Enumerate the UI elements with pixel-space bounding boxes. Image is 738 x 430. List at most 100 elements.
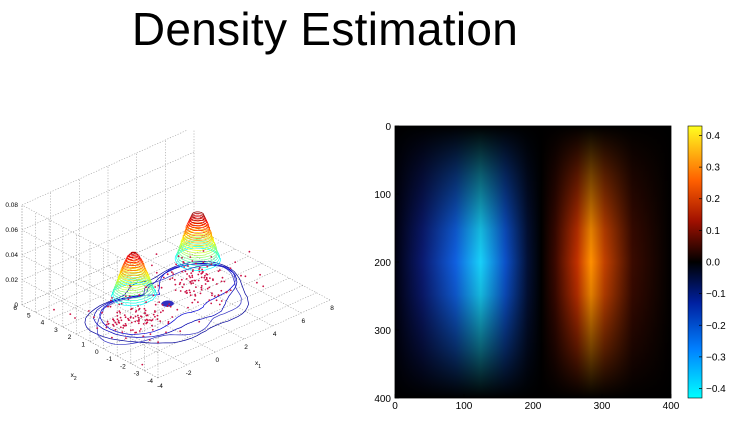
sample-point bbox=[191, 279, 194, 282]
sample-point bbox=[175, 263, 178, 266]
sample-point bbox=[146, 321, 149, 324]
sample-point bbox=[139, 328, 142, 330]
contour-line bbox=[122, 259, 145, 272]
sample-point bbox=[179, 281, 182, 284]
sample-point bbox=[142, 323, 145, 325]
sample-point bbox=[189, 291, 192, 294]
sample-point bbox=[205, 273, 208, 275]
sample-point bbox=[194, 279, 197, 282]
contour-line bbox=[123, 258, 144, 269]
sample-point bbox=[181, 286, 184, 289]
surface-points bbox=[53, 250, 265, 366]
back-wall-gridline bbox=[21, 151, 195, 231]
surface-contours bbox=[84, 211, 249, 346]
y-tick-label: 200 bbox=[374, 258, 391, 269]
heatmap-image bbox=[394, 125, 672, 399]
sample-point bbox=[111, 297, 113, 299]
x-tick-label: 6 bbox=[302, 318, 306, 325]
sample-point bbox=[138, 318, 140, 321]
sample-point bbox=[205, 276, 208, 279]
x-tick-label: 0 bbox=[392, 401, 398, 412]
sample-point bbox=[187, 306, 189, 309]
x-tick-label: -2 bbox=[186, 370, 192, 377]
sample-point bbox=[159, 311, 162, 314]
y-tick-label: -2 bbox=[120, 363, 126, 370]
heatmap-vertical-fade bbox=[395, 126, 671, 398]
sample-point bbox=[138, 257, 141, 260]
x-tick-label: 2 bbox=[244, 344, 248, 351]
y-tick-label: 3 bbox=[54, 327, 58, 334]
x-tick-label: 100 bbox=[456, 401, 473, 412]
contour-line bbox=[117, 268, 149, 284]
floor-gridline bbox=[130, 285, 303, 364]
sample-point bbox=[200, 272, 203, 275]
sample-point bbox=[137, 314, 139, 317]
sample-point bbox=[154, 311, 156, 313]
sample-point bbox=[158, 301, 161, 303]
floor-gridline bbox=[89, 263, 263, 342]
sample-point bbox=[248, 250, 251, 253]
sample-point bbox=[185, 289, 188, 292]
y-tick-label: 1 bbox=[81, 342, 85, 349]
y-tick-label: 0 bbox=[95, 349, 99, 356]
sample-point bbox=[124, 316, 127, 319]
sample-point bbox=[187, 265, 189, 267]
sample-point bbox=[121, 331, 124, 333]
sample-point bbox=[262, 285, 265, 288]
sample-point bbox=[201, 268, 204, 271]
sample-point bbox=[229, 267, 232, 270]
sample-point bbox=[182, 261, 185, 263]
sample-point bbox=[225, 291, 227, 294]
floor-gridline bbox=[144, 292, 317, 371]
sample-point bbox=[195, 262, 197, 265]
y-tick-label: 6 bbox=[13, 305, 17, 312]
y-tick-label: 5 bbox=[27, 312, 31, 319]
sample-point bbox=[134, 311, 137, 313]
sample-point bbox=[154, 303, 157, 306]
sample-point bbox=[144, 319, 147, 322]
sample-point bbox=[155, 253, 158, 255]
sample-point bbox=[208, 286, 211, 289]
sample-point bbox=[145, 301, 148, 303]
sample-point bbox=[107, 305, 109, 308]
contour-line bbox=[191, 211, 205, 219]
z-tick-label: 0.08 bbox=[5, 202, 18, 209]
sample-point bbox=[161, 304, 164, 306]
slide-title: Density Estimation bbox=[0, 2, 738, 56]
sample-point bbox=[162, 309, 164, 312]
y-axis-label-sub: 2 bbox=[74, 376, 77, 382]
sample-point bbox=[180, 278, 183, 281]
colorbar-tick-label: 0.2 bbox=[706, 194, 720, 205]
sample-point bbox=[134, 320, 137, 323]
sample-point bbox=[125, 324, 128, 327]
sample-point bbox=[169, 278, 171, 281]
sample-point bbox=[185, 278, 188, 280]
sample-point bbox=[157, 341, 160, 344]
sample-point bbox=[146, 314, 149, 316]
sample-point bbox=[116, 318, 119, 321]
sample-point bbox=[215, 283, 218, 285]
sample-point bbox=[148, 339, 151, 341]
sample-point bbox=[220, 280, 223, 283]
sample-point bbox=[189, 256, 192, 258]
sample-point bbox=[190, 272, 193, 274]
sample-point bbox=[195, 286, 197, 288]
sample-point bbox=[125, 337, 127, 339]
sample-point bbox=[184, 270, 187, 273]
floor-gridline bbox=[193, 226, 331, 301]
contour-line bbox=[127, 252, 139, 258]
sample-point bbox=[107, 323, 110, 325]
sample-point bbox=[132, 329, 134, 331]
sample-point bbox=[152, 313, 155, 316]
sample-point bbox=[183, 283, 185, 286]
sample-point bbox=[118, 303, 121, 306]
sample-point bbox=[210, 256, 213, 258]
sample-point bbox=[154, 286, 157, 288]
sample-point bbox=[177, 255, 180, 258]
sample-point bbox=[129, 284, 131, 287]
sample-point bbox=[198, 268, 201, 270]
contour-line bbox=[179, 237, 216, 256]
contour-line bbox=[115, 273, 152, 292]
sample-point bbox=[117, 321, 120, 324]
